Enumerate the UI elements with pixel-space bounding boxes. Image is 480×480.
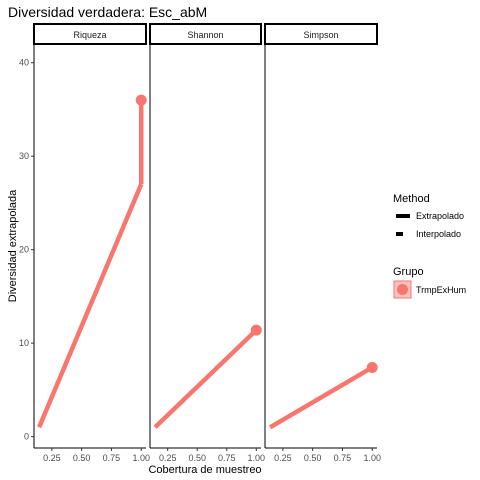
panel-simpson: Simpson 0.25 0.50 0.75 1.00 bbox=[264, 23, 381, 463]
x-tick-label: 0.75 bbox=[103, 453, 121, 463]
x-tick-label: 1.00 bbox=[363, 453, 381, 463]
strip-box bbox=[33, 23, 147, 45]
legend-group-title: Grupo bbox=[393, 266, 424, 278]
strip-box bbox=[149, 23, 262, 45]
strip-label: Shannon bbox=[187, 30, 223, 40]
legend-extrapolado-label: Extrapolado bbox=[416, 211, 464, 221]
observed-point bbox=[135, 94, 147, 106]
x-tick-label: 0.25 bbox=[43, 453, 61, 463]
y-tick-label: 0 bbox=[24, 432, 29, 442]
series-interpolado-line bbox=[153, 328, 258, 429]
y-tick-label: 10 bbox=[19, 338, 29, 348]
strip-box bbox=[264, 23, 378, 45]
y-tick-label: 30 bbox=[19, 151, 29, 161]
legend-interpolado-label: Interpolado bbox=[416, 229, 461, 239]
x-tick-label: 1.00 bbox=[132, 453, 150, 463]
legend-group-key-point bbox=[397, 284, 408, 295]
panel-shannon: Shannon 0.25 0.50 0.75 1.00 bbox=[149, 23, 266, 463]
strip-label: Riqueza bbox=[73, 30, 106, 40]
x-axis-label: Cobertura de muestreo bbox=[148, 464, 261, 476]
y-tick-label: 20 bbox=[19, 245, 29, 255]
y-tick-label: 40 bbox=[19, 58, 29, 68]
legend: Method Extrapolado Interpolado Grupo Trm… bbox=[393, 193, 466, 299]
series-interpolado-line bbox=[37, 183, 144, 429]
observed-point bbox=[250, 324, 262, 336]
y-axis-label: Diversidad extrapolada bbox=[7, 189, 19, 302]
x-tick-label: 0.50 bbox=[73, 453, 91, 463]
chart-title: Diversidad verdadera: Esc_abM bbox=[8, 4, 207, 20]
observed-point bbox=[366, 361, 378, 373]
series-interpolado-line bbox=[268, 365, 374, 430]
x-tick-label: 0.50 bbox=[304, 453, 322, 463]
x-tick-label: 1.00 bbox=[248, 453, 266, 463]
x-tick-label: 0.50 bbox=[188, 453, 206, 463]
legend-method-title: Method bbox=[393, 193, 430, 205]
strip-label: Simpson bbox=[303, 30, 338, 40]
x-tick-label: 0.25 bbox=[159, 453, 177, 463]
x-tick-label: 0.25 bbox=[274, 453, 292, 463]
x-tick-label: 0.75 bbox=[218, 453, 236, 463]
legend-group-label: TrmpExHum bbox=[416, 285, 466, 295]
panel-riqueza: Riqueza 0.25 0.50 0.75 1.00 bbox=[33, 23, 150, 463]
x-tick-label: 0.75 bbox=[334, 453, 352, 463]
y-axis: 0 10 20 30 40 bbox=[19, 58, 34, 442]
panels: Riqueza 0.25 0.50 0.75 1.00 Shannon 0.25 0.50 0.… bbox=[33, 23, 381, 463]
